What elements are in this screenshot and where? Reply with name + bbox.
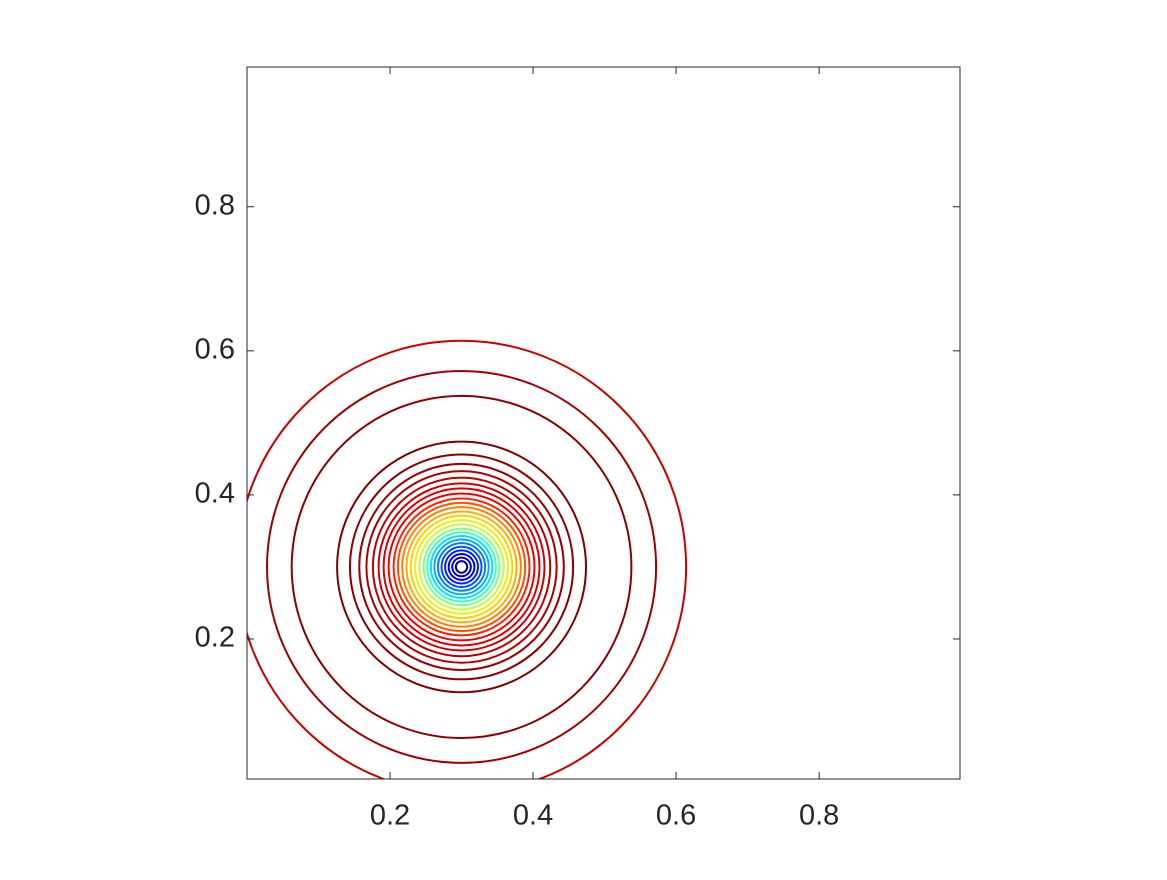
contour-group — [247, 339, 688, 779]
contour-line — [387, 492, 536, 642]
x-tick-label: 0.2 — [370, 800, 410, 832]
contour-line — [418, 523, 505, 611]
x-tick-label: 0.4 — [513, 800, 553, 832]
contour-line — [414, 519, 510, 615]
contour-line — [429, 534, 494, 599]
contour-line — [290, 394, 633, 740]
contour-line — [409, 514, 514, 620]
contour-line — [433, 538, 490, 596]
contour-line — [382, 487, 541, 647]
axes-box — [246, 66, 961, 780]
contour-line — [447, 552, 476, 581]
contour-line — [336, 440, 587, 694]
contour-line — [348, 453, 575, 681]
contour-line — [422, 527, 501, 607]
contour-line — [444, 549, 479, 585]
contour-line — [426, 531, 497, 603]
x-tick-label: 0.6 — [656, 800, 696, 832]
contour-line — [377, 482, 546, 652]
y-tick-label: 0.8 — [195, 189, 235, 221]
contour-line — [451, 556, 472, 578]
x-tick-label: 0.8 — [799, 800, 839, 832]
y-tick-label: 0.2 — [195, 622, 235, 654]
contour-line — [392, 497, 531, 637]
y-tick-label: 0.4 — [195, 478, 235, 510]
contour-line — [436, 542, 487, 592]
contour-line — [440, 545, 483, 589]
contour-line — [454, 560, 469, 574]
contour-line — [405, 510, 518, 624]
contour-line — [371, 476, 552, 658]
contour-line — [365, 470, 558, 664]
contour-line — [247, 339, 688, 779]
contour-line — [396, 501, 527, 633]
contour-line — [401, 506, 522, 628]
contour-line — [266, 369, 658, 764]
contour-line — [358, 462, 565, 671]
y-tick-label: 0.6 — [195, 333, 235, 365]
